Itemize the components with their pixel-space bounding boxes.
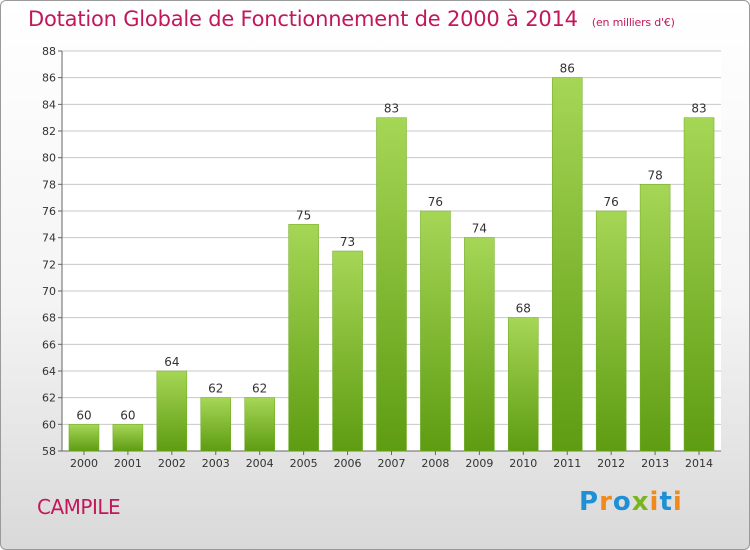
bar-2009	[464, 237, 495, 452]
commune-name: CAMPILE	[37, 495, 121, 519]
y-tick-label: 66	[42, 338, 56, 351]
logo-letter: r	[599, 487, 613, 517]
y-tick-label: 72	[42, 258, 56, 271]
y-tick-label: 78	[42, 178, 56, 191]
x-tick-label-2009: 2009	[465, 457, 493, 470]
bar-2002	[156, 370, 188, 452]
bar-2001	[112, 424, 144, 452]
x-tick-label-2013: 2013	[641, 457, 669, 470]
y-tick-label: 88	[42, 45, 56, 58]
x-tick-label-2014: 2014	[685, 457, 713, 470]
value-label-2005: 75	[296, 208, 311, 222]
x-tick-label-2012: 2012	[597, 457, 625, 470]
bar-2010	[508, 317, 539, 452]
y-tick-label: 80	[42, 152, 56, 165]
value-label-2001: 60	[120, 408, 135, 422]
logo-letter: P	[579, 487, 600, 517]
y-tick-label: 76	[42, 205, 56, 218]
value-label-2004: 62	[252, 382, 267, 396]
bar-2007	[376, 117, 407, 452]
bars	[68, 77, 715, 452]
value-label-2012: 76	[604, 195, 619, 209]
y-tick-label: 68	[42, 312, 56, 325]
value-labels: 60 60 64 62 62 75 73 83 76 74 68 86 76 78 83	[76, 62, 706, 423]
chart-title-text: Dotation Globale de Fonctionnement de 20…	[28, 7, 578, 31]
x-tick-label-2002: 2002	[158, 457, 186, 470]
y-tick-label: 74	[42, 232, 56, 245]
y-tick-label: 70	[42, 285, 56, 298]
logo-letter: i	[649, 487, 660, 517]
bar-2013	[639, 184, 671, 452]
value-label-2000: 60	[76, 408, 91, 422]
y-tick-label: 64	[42, 365, 56, 378]
bar-2004	[244, 397, 275, 452]
x-tick-label-2004: 2004	[246, 457, 274, 470]
bar-2003	[200, 397, 232, 452]
x-tick-label-2000: 2000	[70, 457, 98, 470]
x-tick-label-2005: 2005	[290, 457, 318, 470]
logo-letter: o	[612, 487, 632, 517]
x-tick-label-2010: 2010	[509, 457, 537, 470]
bar-2011	[551, 77, 583, 452]
chart-title: Dotation Globale de Fonctionnement de 20…	[28, 7, 675, 31]
y-tick-label: 86	[42, 72, 56, 85]
x-tick-label-2006: 2006	[334, 457, 362, 470]
value-label-2002: 64	[164, 355, 179, 369]
value-label-2009: 74	[472, 222, 487, 236]
bar-2000	[68, 424, 100, 452]
x-tick-label-2007: 2007	[378, 457, 406, 470]
y-tick-label: 62	[42, 392, 56, 405]
logo-letter: t	[659, 487, 673, 517]
value-label-2014: 83	[691, 102, 706, 116]
x-tick-labels: 2000 2001 2002 2003 2004 2005 2006 2007 2008 2009…	[70, 457, 713, 470]
value-label-2007: 83	[384, 102, 399, 116]
proxiti-logo[interactable]: Proxiti	[579, 487, 683, 517]
chart-subtitle: (en milliers d'€)	[591, 16, 675, 29]
x-tick-label-2001: 2001	[114, 457, 142, 470]
bar-2005	[288, 224, 319, 452]
value-label-2003: 62	[208, 382, 223, 396]
y-tick-label: 60	[42, 418, 56, 431]
value-label-2006: 73	[340, 235, 355, 249]
y-tick-label: 58	[42, 445, 56, 458]
y-tick-label: 82	[42, 125, 56, 138]
bar-2006	[332, 250, 363, 452]
bar-2008	[420, 210, 451, 452]
bar-2012	[595, 210, 627, 452]
x-tick-label-2003: 2003	[202, 457, 230, 470]
value-label-2011: 86	[560, 62, 575, 76]
y-tick-label: 84	[42, 98, 56, 111]
y-tick-labels: 58 60 62 64 66 68 70 72 74 76 78 80 82 84 86 88	[42, 45, 56, 458]
bar-2014	[683, 117, 715, 452]
x-tick-label-2011: 2011	[553, 457, 581, 470]
logo-letter: i	[672, 487, 683, 517]
value-label-2008: 76	[428, 195, 443, 209]
value-label-2010: 68	[516, 302, 531, 316]
logo-letter: x	[631, 487, 650, 517]
value-label-2013: 78	[647, 168, 662, 182]
x-tick-label-2008: 2008	[421, 457, 449, 470]
